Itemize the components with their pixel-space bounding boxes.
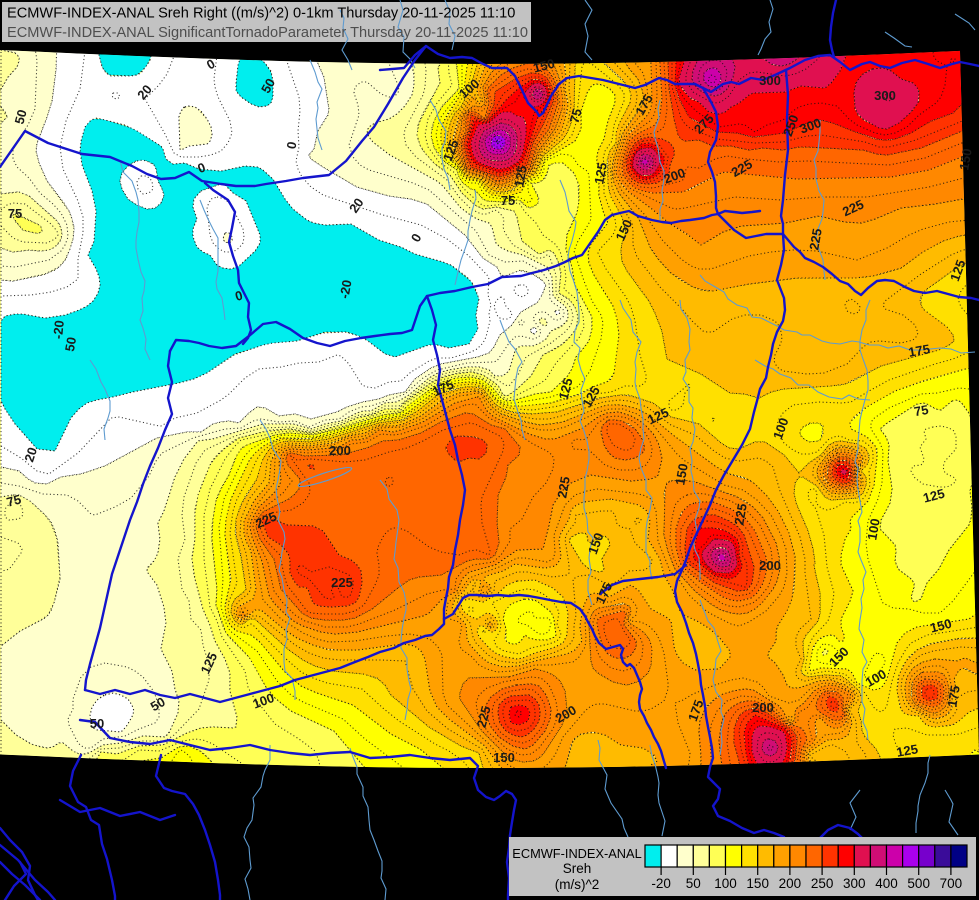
svg-text:200: 200 <box>662 165 688 187</box>
svg-text:200: 200 <box>752 700 774 715</box>
svg-text:500: 500 <box>907 876 930 891</box>
svg-text:250: 250 <box>811 876 834 891</box>
svg-text:225: 225 <box>554 475 573 499</box>
svg-text:75: 75 <box>913 402 930 419</box>
svg-text:ECMWF-INDEX-ANAL Sreh Right ((: ECMWF-INDEX-ANAL Sreh Right ((m/s)^2) 0-… <box>7 6 515 22</box>
svg-text:75: 75 <box>501 193 515 208</box>
svg-text:225: 225 <box>806 227 825 251</box>
svg-text:75: 75 <box>8 206 22 221</box>
svg-text:0: 0 <box>284 140 300 150</box>
svg-text:50: 50 <box>258 76 278 96</box>
svg-text:150: 150 <box>493 750 515 765</box>
svg-text:Sreh: Sreh <box>563 861 592 876</box>
svg-text:125: 125 <box>511 164 530 188</box>
svg-text:700: 700 <box>940 876 963 891</box>
svg-text:125: 125 <box>440 138 462 164</box>
svg-text:(m/s)^2: (m/s)^2 <box>555 877 600 892</box>
svg-text:150: 150 <box>531 56 556 76</box>
svg-text:175: 175 <box>907 341 931 360</box>
svg-text:125: 125 <box>556 376 576 401</box>
svg-text:-20: -20 <box>651 876 671 891</box>
svg-text:125: 125 <box>921 486 946 506</box>
svg-text:225: 225 <box>331 575 353 590</box>
svg-text:175: 175 <box>685 698 707 724</box>
svg-text:50: 50 <box>148 694 168 714</box>
svg-text:100: 100 <box>251 690 277 712</box>
svg-text:125: 125 <box>947 258 969 284</box>
svg-text:100: 100 <box>770 416 792 442</box>
svg-text:20: 20 <box>346 195 367 215</box>
svg-text:20: 20 <box>21 445 40 463</box>
svg-text:100: 100 <box>714 876 737 891</box>
svg-text:300: 300 <box>874 88 896 103</box>
svg-text:300: 300 <box>759 73 781 88</box>
svg-text:175: 175 <box>944 684 963 708</box>
svg-text:150: 150 <box>956 147 975 171</box>
svg-text:200: 200 <box>779 876 802 891</box>
svg-text:125: 125 <box>591 161 610 185</box>
svg-text:100: 100 <box>864 517 883 541</box>
svg-text:75: 75 <box>567 107 585 125</box>
svg-text:150: 150 <box>585 531 607 557</box>
svg-text:200: 200 <box>759 558 781 573</box>
svg-text:0: 0 <box>195 159 207 176</box>
svg-text:0: 0 <box>233 287 244 303</box>
svg-text:50: 50 <box>686 876 701 891</box>
svg-text:125: 125 <box>895 741 919 760</box>
svg-text:150: 150 <box>672 462 691 486</box>
svg-text:400: 400 <box>875 876 898 891</box>
svg-text:250: 250 <box>780 113 802 139</box>
svg-text:ECMWF-INDEX-ANAL: ECMWF-INDEX-ANAL <box>512 846 641 861</box>
svg-text:50: 50 <box>62 336 79 353</box>
svg-text:50: 50 <box>90 716 104 731</box>
svg-text:-20: -20 <box>50 320 67 340</box>
svg-text:75: 75 <box>5 492 23 510</box>
svg-text:50: 50 <box>12 108 30 126</box>
svg-text:300: 300 <box>798 115 824 137</box>
svg-text:-20: -20 <box>337 279 355 300</box>
svg-text:150: 150 <box>746 876 769 891</box>
svg-text:225: 225 <box>731 502 750 526</box>
svg-text:150: 150 <box>928 616 953 636</box>
svg-text:200: 200 <box>329 443 351 458</box>
svg-text:ECMWF-INDEX-ANAL SignificantTo: ECMWF-INDEX-ANAL SignificantTornadoParam… <box>7 25 528 41</box>
svg-text:300: 300 <box>843 876 866 891</box>
svg-text:225: 225 <box>474 704 494 729</box>
